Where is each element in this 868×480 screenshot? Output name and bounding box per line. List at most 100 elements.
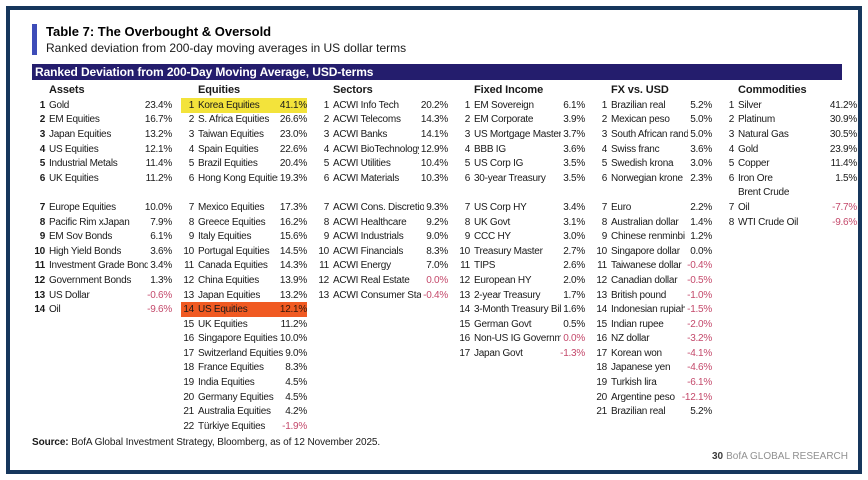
row-rank: 12: [183, 274, 194, 286]
table-row: 1 ACWI Info Tech 20.2%: [316, 98, 449, 113]
row-rank: 18: [183, 362, 194, 374]
table-row: 15 Indian rupee -2.0%: [594, 317, 712, 332]
row-value: 0.5%: [563, 318, 585, 330]
row-value: 1.3%: [150, 274, 172, 286]
row-value: 5.2%: [690, 406, 712, 418]
table-row: 13 Japan Equities 13.2%: [181, 288, 307, 303]
row-value: 4.5%: [285, 377, 307, 389]
row-rank: 15: [459, 318, 470, 330]
row-name: Oil: [738, 201, 750, 213]
row-rank: 12: [459, 274, 470, 286]
table-row: 3 US Mortgage Master 3.7%: [457, 127, 586, 142]
row-name: US Equities: [198, 304, 248, 316]
table-row: 17 Switzerland Equities 9.0%: [181, 346, 307, 361]
row-value: 12.1%: [279, 304, 307, 316]
table-row: 3 Japan Equities 13.2%: [32, 127, 173, 142]
row-name: Pacific Rim xJapan: [49, 216, 130, 228]
table-row: 5 Brazil Equities 20.4%: [181, 156, 308, 171]
table-row: 2 EM Equities 16.7%: [32, 113, 173, 128]
row-rank: 2: [323, 114, 330, 126]
row-value: 3.4%: [563, 201, 585, 213]
table-grid: Assets 1 Gold 23.4% 2 EM Equities 16.7% 3 Japan …: [32, 83, 857, 434]
row-name: Brazilian real: [611, 406, 666, 418]
row-value: 2.3%: [690, 172, 712, 184]
table-row: 3 ACWI Banks 14.1%: [316, 127, 449, 142]
row-value: 13.2%: [279, 289, 307, 301]
row-value: -4.6%: [687, 362, 712, 374]
column-assets: Assets 1 Gold 23.4% 2 EM Equities 16.7% 3 Japan …: [32, 83, 172, 434]
column-header: Assets: [49, 84, 85, 96]
row-value: 30.5%: [829, 128, 857, 140]
row-value: 5.0%: [690, 128, 712, 140]
row-rank: 20: [596, 391, 607, 403]
row-value: 7.0%: [426, 260, 448, 272]
row-rank: 8: [323, 216, 330, 228]
row-rank: 13: [459, 289, 470, 301]
row-rank: 13: [318, 289, 329, 301]
row-rank: 10: [596, 245, 607, 257]
row-name: ACWI Real Estate: [333, 274, 410, 286]
table-row: 14 3-Month Treasury Bills 1.6%: [457, 302, 585, 317]
table-row: 10 ACWI Financials 8.3%: [316, 244, 448, 259]
table-row: 1 Gold 23.4%: [32, 98, 173, 113]
row-rank: 6: [188, 172, 195, 184]
footer-brand: 30 BofA GLOBAL RESEARCH: [712, 451, 848, 462]
row-value: 3.0%: [563, 231, 585, 243]
row-value: -1.9%: [282, 420, 307, 432]
row-rank: 17: [183, 347, 194, 359]
row-name: Germany Equities: [198, 391, 274, 403]
table-row: 14 Indonesian rupiah -1.5%: [594, 302, 712, 317]
table-row: 11 TIPS 2.6%: [457, 259, 585, 274]
row-name: Japan Equities: [49, 128, 112, 140]
row-rank: 11: [319, 260, 329, 272]
column-header: Equities: [198, 84, 240, 96]
table-row: 2 Mexican peso 5.0%: [594, 113, 713, 128]
row-rank: 12: [318, 274, 329, 286]
table-row: 16 NZ dollar -3.2%: [594, 332, 712, 347]
row-name: UK Equities: [198, 318, 248, 330]
row-name: CCC HY: [474, 231, 511, 243]
table-row: 13 British pound -1.0%: [594, 288, 712, 303]
table-row: 3 Taiwan Equities 23.0%: [181, 127, 308, 142]
brand-name: BofA GLOBAL RESEARCH: [726, 451, 848, 462]
row-name: NZ dollar: [611, 333, 650, 345]
row-value: -1.0%: [687, 289, 712, 301]
row-name: Iron Ore: [738, 172, 773, 184]
row-name: 30-year Treasury: [474, 172, 546, 184]
table-row: 2 ACWI Telecoms 14.3%: [316, 113, 449, 128]
table-row: 5 Swedish krona 3.0%: [594, 156, 713, 171]
table-row: 15 UK Equities 11.2%: [181, 317, 307, 332]
table-row: 3 South African rand 5.0%: [594, 127, 713, 142]
row-rank: 3: [464, 128, 471, 140]
row-rank: 4: [188, 143, 195, 155]
row-value: 14.3%: [279, 260, 307, 272]
row-value: 12.9%: [420, 143, 448, 155]
row-rank: 12: [596, 274, 607, 286]
row-rank: 5: [601, 158, 608, 170]
row-rank: 9: [323, 231, 330, 243]
row-name: US Corp IG: [474, 158, 524, 170]
table-row: 16 Singapore Equities 10.0%: [181, 332, 307, 347]
row-name: Japan Govt: [474, 347, 523, 359]
row-value: 23.0%: [279, 128, 307, 140]
row-value: 14.5%: [279, 245, 307, 257]
row-value: -9.6%: [147, 304, 172, 316]
table-row: 18 Japanese yen -4.6%: [594, 361, 712, 376]
row-rank: 3: [323, 128, 330, 140]
row-value: 6.1%: [563, 99, 585, 111]
row-value: 10.0%: [144, 201, 172, 213]
row-value: -2.0%: [687, 318, 712, 330]
row-rank: 7: [323, 201, 330, 213]
row-value: -4.1%: [687, 347, 712, 359]
row-name: Swedish krona: [611, 158, 674, 170]
row-rank: 14: [459, 304, 470, 316]
table-row: 22 Türkiye Equities -1.9%: [181, 419, 307, 434]
row-rank: 8: [728, 216, 735, 228]
row-rank: 16: [459, 333, 470, 345]
row-name: UK Govt: [474, 216, 511, 228]
row-name: 3-Month Treasury Bills: [474, 304, 562, 316]
column-sectors: Sectors 1 ACWI Info Tech 20.2% 2 ACWI Telecom…: [316, 83, 448, 434]
row-name: Australia Equities: [198, 406, 271, 418]
column-fx-vs-usd: FX vs. USD 1 Brazilian real 5.2% 2 Mexican pe…: [594, 83, 712, 434]
row-value: -7.7%: [832, 201, 857, 213]
